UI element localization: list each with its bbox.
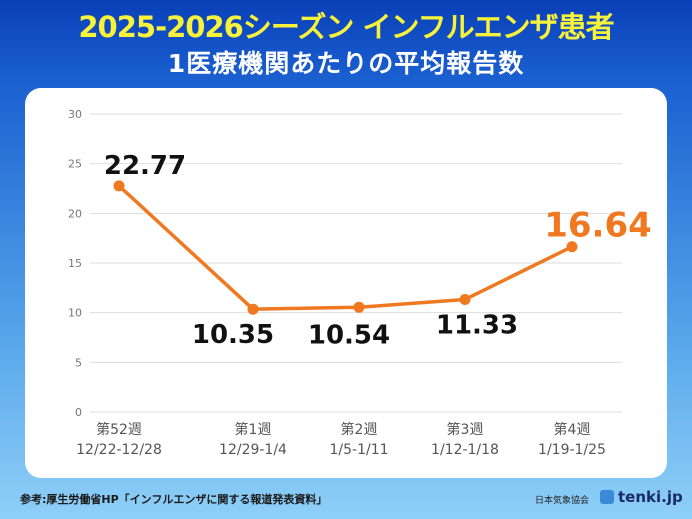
x-tick-date-label: 12/22-12/28 bbox=[76, 442, 162, 458]
tenki-logo: tenki.jp bbox=[600, 488, 683, 506]
x-tick-label: 第52週 bbox=[96, 421, 142, 438]
tenki-logo-icon bbox=[600, 490, 614, 504]
y-tick-label: 20 bbox=[68, 207, 82, 220]
data-label: 11.33 bbox=[436, 310, 518, 340]
data-point bbox=[566, 241, 578, 253]
x-tick-label: 第1週 bbox=[235, 421, 272, 438]
y-tick-label: 5 bbox=[75, 356, 82, 369]
data-point bbox=[247, 303, 259, 315]
organization-name: 日本気象協会 bbox=[535, 496, 590, 506]
chart-title: 2025-2026シーズン インフルエンザ患者 bbox=[78, 10, 614, 44]
y-tick-label: 10 bbox=[68, 307, 82, 320]
data-point bbox=[459, 293, 471, 305]
brand-text: tenki.jp bbox=[618, 488, 683, 506]
y-tick-label: 30 bbox=[68, 108, 82, 121]
data-point bbox=[113, 180, 125, 192]
x-tick-date-label: 1/19-1/25 bbox=[538, 442, 606, 458]
data-label: 22.77 bbox=[104, 151, 186, 181]
source-note: 参考:厚生労働省HP「インフルエンザに関する報道発表資料」 bbox=[20, 493, 328, 506]
chart-card bbox=[25, 88, 667, 478]
chart-subtitle: 1医療機関あたりの平均報告数 bbox=[167, 49, 525, 78]
y-tick-label: 0 bbox=[75, 406, 82, 419]
series-line bbox=[117, 184, 573, 311]
x-tick-date-label: 1/12-1/18 bbox=[431, 442, 499, 458]
x-tick-date-label: 1/5-1/11 bbox=[329, 442, 388, 458]
y-tick-label: 15 bbox=[68, 257, 82, 270]
data-label: 16.64 bbox=[544, 206, 652, 246]
data-label: 10.35 bbox=[192, 320, 274, 350]
x-tick-label: 第3週 bbox=[447, 421, 484, 438]
data-point bbox=[353, 301, 365, 313]
y-tick-label: 25 bbox=[68, 158, 82, 171]
x-tick-label: 第2週 bbox=[341, 421, 378, 438]
x-tick-date-label: 12/29-1/4 bbox=[219, 442, 287, 458]
x-tick-label: 第4週 bbox=[554, 421, 591, 438]
data-label: 10.54 bbox=[308, 320, 390, 350]
